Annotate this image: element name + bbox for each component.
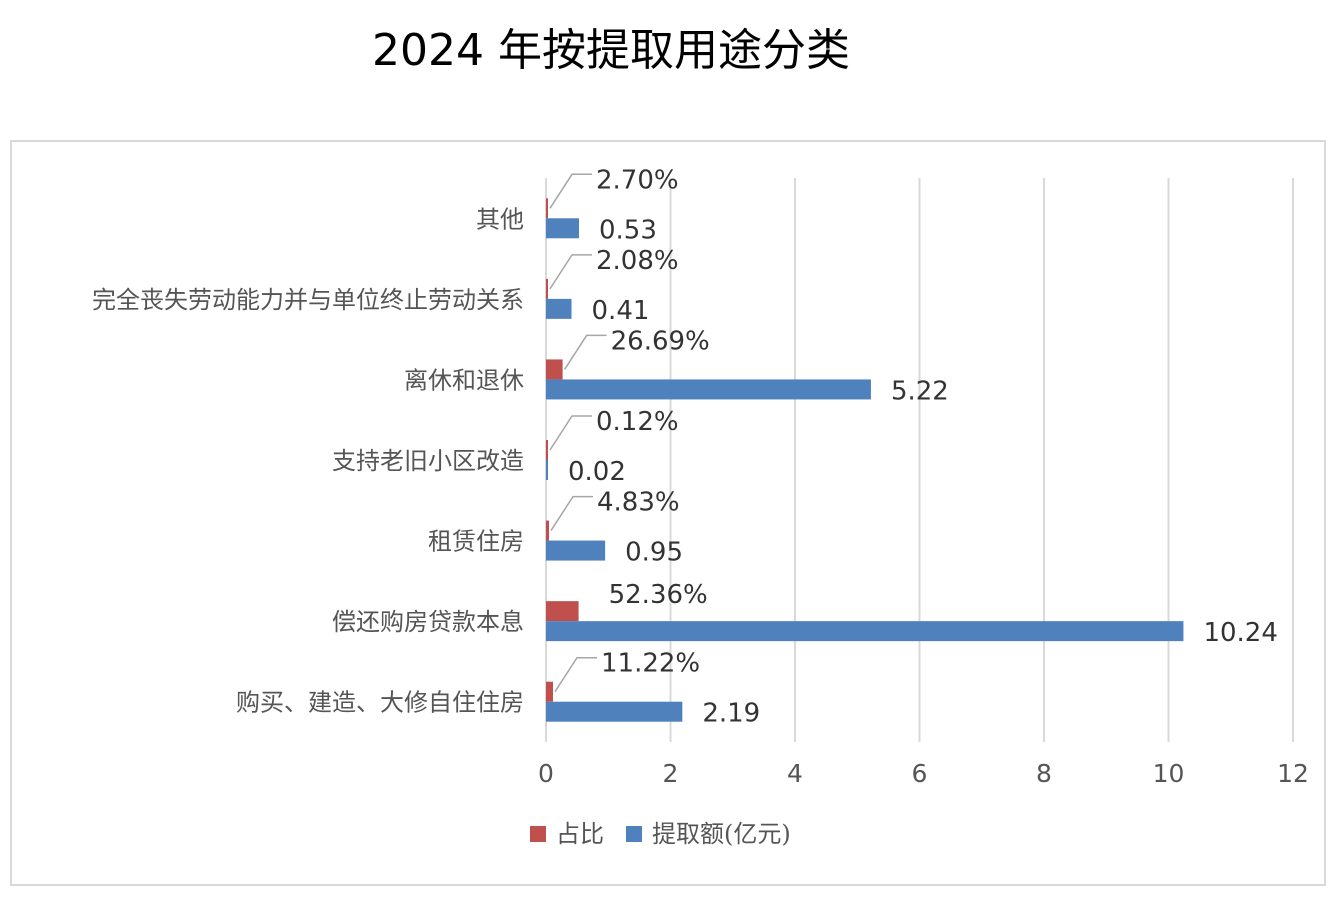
bar-share (546, 681, 553, 702)
bar-amount (546, 621, 1184, 642)
leader-line (550, 495, 594, 531)
x-tick-label: 8 (1036, 759, 1052, 788)
data-label-share: 52.36% (609, 580, 708, 610)
legend-swatch (530, 826, 546, 842)
bar-share (546, 440, 548, 460)
bar-share (546, 359, 563, 380)
x-tick-label: 12 (1277, 759, 1309, 788)
category-label: 完全丧失劳动能力并与单位终止劳动关系 (92, 286, 524, 314)
legend-swatch (626, 826, 642, 842)
leader-line (549, 254, 592, 290)
bar-amount (546, 540, 606, 561)
data-label-share: 0.12% (596, 407, 679, 437)
bar-amount (546, 701, 683, 722)
chart-frame (10, 140, 1326, 886)
data-label-amount: 0.95 (625, 538, 683, 568)
legend-label: 占比 (556, 820, 604, 848)
category-label: 离休和退休 (404, 366, 524, 394)
chart-title: 2024 年按提取用途分类 (372, 25, 850, 76)
x-tick-label: 10 (1153, 759, 1185, 788)
leader-line (549, 415, 592, 451)
leader-line (549, 173, 592, 209)
bar-amount (546, 298, 572, 319)
data-label-amount: 5.22 (891, 376, 949, 406)
data-label-amount: 2.19 (702, 699, 760, 729)
bar-share (546, 198, 548, 219)
x-tick-label: 0 (538, 759, 554, 788)
legend: 占比 提取额(亿元) (530, 820, 791, 848)
grid-layer: 0 2 4 6 8 10 12 (538, 178, 1309, 788)
bar-share (546, 520, 550, 541)
data-label-share: 2.08% (596, 246, 679, 276)
bar-share (546, 601, 579, 622)
bars-layer (546, 198, 1184, 722)
data-label-share: 4.83% (597, 488, 680, 518)
x-tick-label: 6 (912, 759, 928, 788)
legend-label: 提取额(亿元) (652, 820, 791, 848)
category-label: 购买、建造、大修自住住房 (236, 689, 524, 717)
data-label-share: 11.22% (601, 649, 700, 679)
data-label-amount: 10.24 (1203, 618, 1277, 648)
data-label-amount: 0.02 (568, 457, 626, 487)
data-label-amount: 0.41 (592, 296, 650, 326)
category-label: 偿还购房贷款本息 (332, 608, 524, 636)
labels-layer: 购买、建造、大修自住住房 11.22%2.19 偿还购房贷款本息 52.36% 10.2… (92, 165, 1278, 728)
bar-amount (546, 218, 579, 239)
leader-line (563, 334, 607, 370)
x-tick-label: 2 (663, 759, 679, 788)
bar-amount (546, 460, 548, 480)
leader-line (554, 656, 597, 693)
data-label-share: 2.70% (596, 165, 679, 195)
bar-amount (546, 379, 871, 400)
data-label-amount: 0.53 (599, 215, 657, 245)
bar-share (546, 278, 548, 299)
category-label: 支持老旧小区改造 (332, 447, 524, 475)
x-tick-label: 4 (787, 759, 803, 788)
category-label: 其他 (476, 205, 524, 233)
data-label-share: 26.69% (611, 326, 710, 356)
category-label: 租赁住房 (428, 528, 524, 556)
